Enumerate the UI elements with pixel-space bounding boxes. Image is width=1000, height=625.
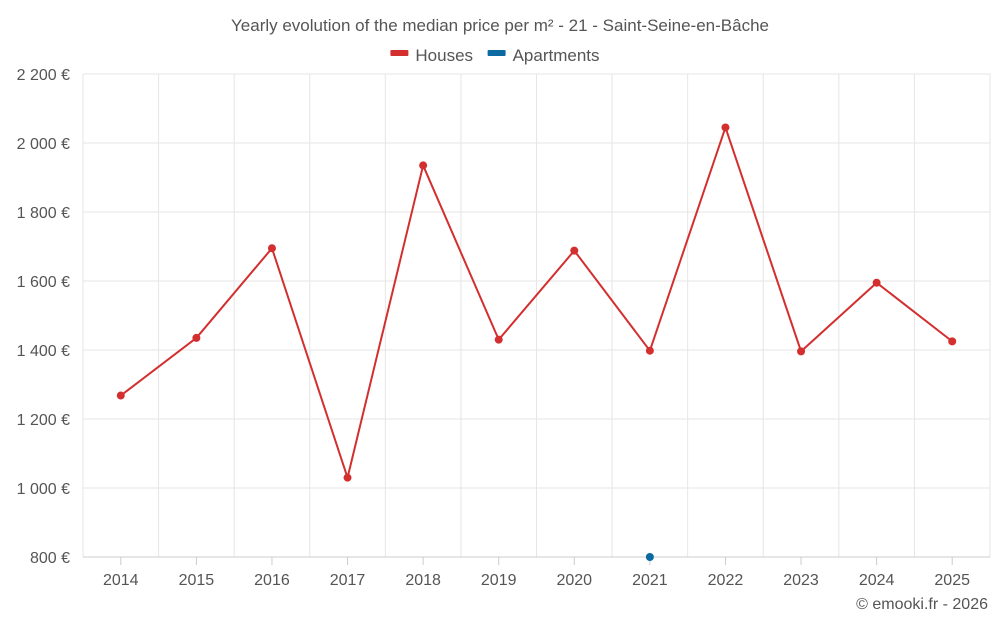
series-layer bbox=[116, 123, 957, 561]
y-axis: 800 € 1 000 € 1 200 € 1 400 € 1 600 € 1 800 €… bbox=[17, 67, 70, 567]
chart-title: Yearly evolution of the median price per… bbox=[231, 16, 769, 35]
data-point-houses-2015[interactable] bbox=[192, 333, 201, 342]
data-point-houses-2014[interactable] bbox=[116, 391, 125, 400]
data-point-houses-2017[interactable] bbox=[343, 473, 352, 482]
y-tick-label: 1 400 € bbox=[17, 343, 70, 360]
x-tick-label: 2024 bbox=[859, 572, 895, 589]
y-tick-label: 1 200 € bbox=[17, 412, 70, 429]
x-tick-label: 2020 bbox=[556, 572, 592, 589]
legend: Houses Apartments bbox=[390, 46, 600, 65]
legend-label: Houses bbox=[415, 46, 473, 65]
y-tick-label: 800 € bbox=[30, 550, 70, 567]
x-tick-label: 2019 bbox=[481, 572, 517, 589]
data-point-houses-2021[interactable] bbox=[645, 346, 654, 355]
data-point-houses-2020[interactable] bbox=[570, 246, 579, 255]
grid bbox=[82, 73, 991, 557]
x-tick-label: 2025 bbox=[934, 572, 970, 589]
series-line-houses bbox=[120, 126, 953, 479]
data-point-houses-2022[interactable] bbox=[721, 123, 730, 132]
y-tick-label: 2 200 € bbox=[17, 67, 70, 84]
x-tick-label: 2022 bbox=[708, 572, 744, 589]
y-tick-label: 2 000 € bbox=[17, 136, 70, 153]
data-point-houses-2023[interactable] bbox=[797, 347, 806, 356]
data-point-houses-2025[interactable] bbox=[948, 337, 957, 346]
data-point-apartments-2021[interactable] bbox=[645, 553, 654, 561]
legend-item-apartments[interactable]: Apartments bbox=[487, 46, 600, 65]
x-tick-label: 2017 bbox=[330, 572, 366, 589]
legend-swatch bbox=[487, 50, 506, 56]
data-point-houses-2016[interactable] bbox=[267, 244, 276, 253]
x-tick-label: 2015 bbox=[179, 572, 215, 589]
legend-label: Apartments bbox=[513, 46, 600, 65]
y-tick-label: 1 800 € bbox=[17, 205, 70, 222]
x-tick-label: 2016 bbox=[254, 572, 290, 589]
data-point-houses-2018[interactable] bbox=[419, 161, 428, 170]
x-tick-label: 2021 bbox=[632, 572, 668, 589]
legend-swatch bbox=[390, 50, 409, 56]
legend-item-houses[interactable]: Houses bbox=[390, 46, 473, 65]
y-tick-label: 1 000 € bbox=[17, 481, 70, 498]
x-axis: 2014 2015 2016 2017 2018 2019 2020 2021 2022 2023… bbox=[83, 556, 990, 589]
data-point-houses-2019[interactable] bbox=[494, 335, 503, 344]
x-tick-label: 2018 bbox=[405, 572, 441, 589]
x-tick-label: 2014 bbox=[103, 572, 139, 589]
credit-text: © emooki.fr - 2026 bbox=[856, 596, 988, 613]
data-point-houses-2024[interactable] bbox=[872, 278, 881, 287]
y-tick-label: 1 600 € bbox=[17, 274, 70, 291]
x-tick-label: 2023 bbox=[783, 572, 819, 589]
